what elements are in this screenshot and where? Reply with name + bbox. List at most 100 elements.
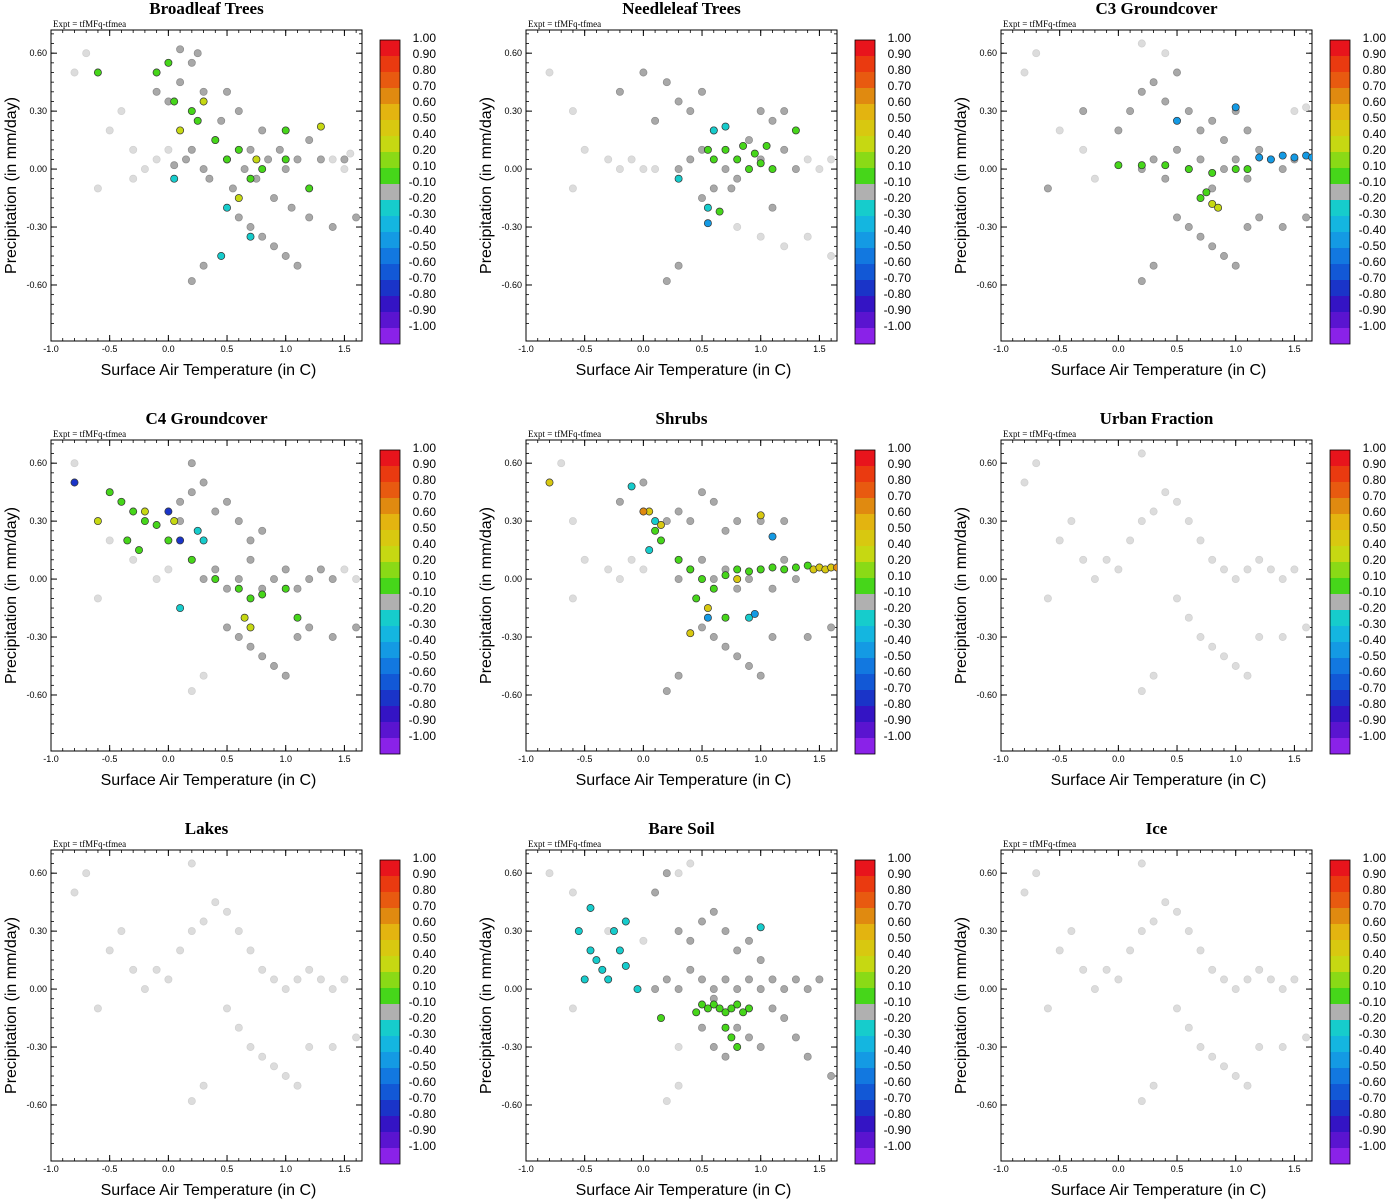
plot-frame	[1000, 849, 1313, 1162]
colorbar-label: -0.50	[409, 1059, 437, 1073]
scatter-point	[93, 184, 102, 193]
scatter-point	[745, 575, 753, 584]
scatter-layer	[70, 859, 361, 1106]
colorbar-label: 0.70	[888, 899, 912, 913]
scatter-point	[246, 594, 255, 603]
x-tick-label: -1.0	[993, 754, 1009, 764]
colorbar-label: -0.30	[1359, 1027, 1387, 1041]
colorbar-label: -0.50	[1359, 649, 1387, 663]
scatter-point	[580, 555, 589, 564]
colorbar-swatch	[1330, 280, 1350, 296]
series-light	[545, 859, 695, 1106]
y-axis-label: Precipitation (in mm/day)	[478, 917, 495, 1094]
scatter-point	[615, 165, 624, 174]
colorbar-label: 0.40	[888, 127, 912, 141]
panel-urban-fraction: Urban Fraction Expt = tfMFq-tfmea -1.0 -0.5…	[953, 409, 1386, 789]
colorbar-swatch	[1330, 530, 1350, 546]
scatter-point	[1196, 633, 1205, 641]
scatter-point	[709, 184, 718, 193]
scatter-point	[745, 975, 753, 984]
series-light	[545, 68, 836, 260]
scatter-point	[1302, 103, 1311, 112]
scatter-point	[1055, 126, 1064, 135]
colorbar-label: -0.20	[409, 1011, 437, 1025]
x-tick-label: 1.5	[813, 344, 826, 354]
colorbar-swatch	[855, 1132, 875, 1148]
colorbar-swatch	[380, 482, 400, 498]
scatter-point	[211, 575, 220, 584]
scatter-point	[1202, 188, 1211, 197]
scatter-point	[686, 859, 695, 868]
x-tick-label: 1.0	[1229, 344, 1242, 354]
scatter-point	[305, 1043, 314, 1051]
x-tick-label: 0.5	[696, 1164, 709, 1174]
colorbar-label: 0.10	[413, 569, 437, 583]
colorbar-label: 0.50	[1363, 521, 1387, 535]
scatter-point	[780, 1014, 789, 1023]
colorbar-swatch	[855, 248, 875, 264]
scatter-point	[182, 155, 190, 164]
y-tick-label: 0.30	[979, 106, 997, 116]
colorbar-label: -1.00	[1359, 729, 1387, 743]
series-light	[1020, 859, 1311, 1106]
scatter-point	[1196, 126, 1205, 135]
x-tick-label: 1.0	[279, 754, 292, 764]
scatter-point	[246, 536, 255, 545]
colorbar-label: 0.50	[888, 521, 912, 535]
panel-c3-groundcover: C3 Groundcover Expt = tfMFq-tfmea -1.0 -0.5…	[953, 0, 1386, 379]
scatter-point	[1090, 174, 1099, 183]
colorbar: 1.00 0.90 0.80 0.70 0.60 0.50 0.40 0.20 0.10 -0.1…	[379, 851, 437, 1165]
scatter-point	[1214, 203, 1223, 212]
scatter-point	[756, 671, 765, 680]
scatter-point	[258, 652, 267, 661]
scatter-point	[234, 145, 243, 154]
plot-frame	[525, 439, 838, 752]
colorbar-swatch	[855, 674, 875, 690]
colorbar-label: -0.40	[409, 1043, 437, 1057]
colorbar-label: 0.80	[1363, 473, 1387, 487]
series-light	[1020, 39, 1311, 183]
scatter-point	[152, 965, 161, 974]
scatter-point	[234, 1023, 243, 1032]
scatter-point	[791, 975, 800, 984]
colorbar-swatch	[855, 642, 875, 658]
scatter-point	[1102, 965, 1111, 974]
colorbar-label: -0.80	[409, 1107, 437, 1121]
scatter-point	[733, 985, 742, 994]
scatter-point	[105, 536, 114, 545]
scatter-point	[1243, 126, 1252, 135]
scatter-point	[1196, 536, 1205, 545]
scatter-point	[1114, 161, 1123, 170]
scatter-point	[1043, 594, 1052, 603]
colorbar-label: 0.70	[888, 489, 912, 503]
scatter-point	[545, 68, 554, 77]
scatter-point	[1208, 199, 1217, 208]
colorbar-label: -0.60	[409, 1075, 437, 1089]
y-tick-label: 0.60	[29, 868, 47, 878]
scatter-point	[293, 975, 302, 984]
series-green	[105, 488, 302, 622]
colorbar-label: -0.50	[1359, 239, 1387, 253]
scatter-point	[1149, 507, 1158, 516]
scatter-point	[627, 155, 636, 164]
scatter-point	[615, 497, 624, 506]
scatter-point	[123, 536, 132, 545]
scatter-point	[621, 917, 630, 926]
colorbar-label: 0.10	[1363, 159, 1387, 173]
scatter-point	[1032, 459, 1041, 468]
scatter-point	[780, 555, 789, 564]
y-tick-label: -0.30	[501, 222, 522, 232]
colorbar-label: -0.40	[1359, 633, 1387, 647]
expt-label: Expt = tfMFq-tfmea	[53, 19, 126, 29]
y-tick-label: 0.00	[29, 164, 47, 174]
plot-frame	[525, 29, 838, 342]
scatter-point	[234, 107, 243, 116]
scatter-point	[234, 633, 243, 641]
x-tick-label: 0.5	[696, 754, 709, 764]
panel-title: Shrubs	[656, 409, 708, 428]
colorbar-swatch	[380, 40, 400, 56]
colorbar-swatch	[380, 1020, 400, 1036]
scatter-point	[305, 575, 314, 584]
panel-broadleaf-trees: Broadleaf Trees Expt = tfMFq-tfmea -1.0 -0.…	[3, 0, 436, 379]
colorbar-swatch	[855, 1004, 875, 1020]
